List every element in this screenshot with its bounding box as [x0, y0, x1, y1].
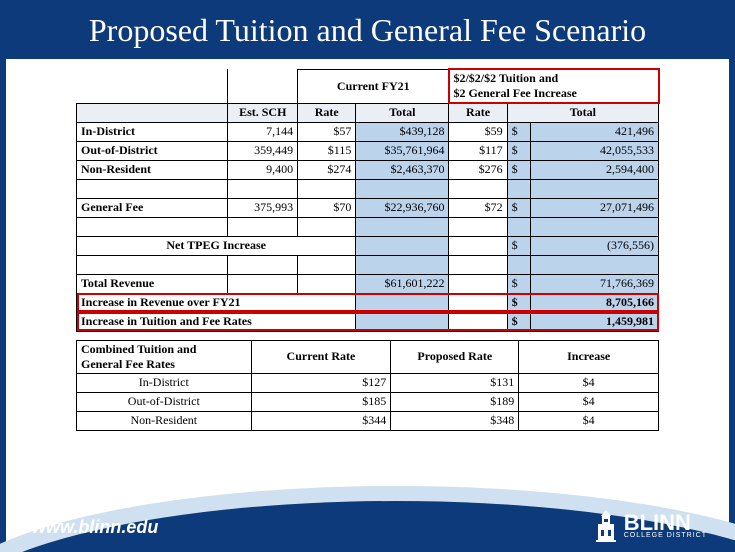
row-label: Out-of-District [77, 141, 228, 160]
net-tpeg-row: Net TPEG Increase $ (376,556) [77, 236, 659, 255]
brand-main: BLINN [624, 513, 707, 533]
slide: Proposed Tuition and General Fee Scenari… [0, 0, 735, 552]
combined-label-l1: Combined Tuition and [81, 342, 247, 357]
table-row: In-District $127 $131 $4 [77, 373, 659, 392]
cell: $59 [449, 122, 507, 141]
increase-rates-row: Increase in Tuition and Fee Rates $ 1,45… [77, 312, 659, 331]
cell: $ [507, 312, 530, 331]
row-label: Total Revenue [77, 274, 228, 293]
tower-icon [594, 510, 618, 542]
row-label: Out-of-District [77, 392, 252, 411]
cell: $348 [391, 411, 519, 430]
row-label: In-District [77, 122, 228, 141]
cell: $4 [519, 411, 659, 430]
cell: $ [507, 293, 530, 312]
cell: $57 [298, 122, 356, 141]
column-header-row: Est. SCH Rate Total Rate Total [77, 103, 659, 122]
col-proposed-rate: Proposed Rate [391, 340, 519, 373]
cell: 2,594,400 [530, 160, 658, 179]
row-label: Non-Resident [77, 411, 252, 430]
cell: 421,496 [530, 122, 658, 141]
spacer-row [77, 217, 659, 236]
footer-curve-dark [0, 501, 735, 552]
cell: 9,400 [228, 160, 298, 179]
content-area: Current FY21 $2/$2/$2 Tuition and $2 Gen… [6, 59, 729, 431]
row-label: Non-Resident [77, 160, 228, 179]
spacer-row [77, 179, 659, 198]
footer-logo: BLINN COLLEGE DISTRICT [594, 510, 707, 542]
cell: 42,055,533 [530, 141, 658, 160]
cell: $ [507, 198, 530, 217]
general-fee-row: General Fee 375,993 $70 $22,936,760 $72 … [77, 198, 659, 217]
footer: www.blinn.edu BLINN COLLEGE DISTRICT [6, 490, 729, 546]
combined-label-l2: General Fee Rates [81, 357, 247, 372]
cell: 7,144 [228, 122, 298, 141]
slide-title: Proposed Tuition and General Fee Scenari… [16, 12, 719, 49]
col-total: Total [356, 103, 449, 122]
cell: $72 [449, 198, 507, 217]
cell: $ [507, 122, 530, 141]
cell: $22,936,760 [356, 198, 449, 217]
combined-rates-table: Combined Tuition and General Fee Rates C… [76, 340, 659, 431]
cell: 375,993 [228, 198, 298, 217]
col-est-sch: Est. SCH [228, 103, 298, 122]
cell: $274 [298, 160, 356, 179]
cell: 71,766,369 [530, 274, 658, 293]
cell: 1,459,981 [530, 312, 658, 331]
table-row: Non-Resident $344 $348 $4 [77, 411, 659, 430]
cell: $ [507, 141, 530, 160]
cell: $4 [519, 392, 659, 411]
table-row: Non-Resident 9,400 $274 $2,463,370 $276 … [77, 160, 659, 179]
total-revenue-row: Total Revenue $61,601,222 $ 71,766,369 [77, 274, 659, 293]
footer-url: www.blinn.edu [32, 517, 158, 538]
cell: $4 [519, 373, 659, 392]
table-row: In-District 7,144 $57 $439,128 $59 $ 421… [77, 122, 659, 141]
table-row: Out-of-District 359,449 $115 $35,761,964… [77, 141, 659, 160]
brand-sub: COLLEGE DISTRICT [624, 532, 707, 539]
row-label: Increase in Revenue over FY21 [77, 293, 356, 312]
cell: $117 [449, 141, 507, 160]
cell: $344 [251, 411, 391, 430]
increase-revenue-row: Increase in Revenue over FY21 $ 8,705,16… [77, 293, 659, 312]
cell: $131 [391, 373, 519, 392]
cell: $70 [298, 198, 356, 217]
cell: $189 [391, 392, 519, 411]
cell: 359,449 [228, 141, 298, 160]
col-rate: Rate [298, 103, 356, 122]
col-rate2: Rate [449, 103, 507, 122]
cell: $276 [449, 160, 507, 179]
row-label: In-District [77, 373, 252, 392]
cell: $2,463,370 [356, 160, 449, 179]
cell: $35,761,964 [356, 141, 449, 160]
cell: (376,556) [530, 236, 658, 255]
col-increase: Increase [519, 340, 659, 373]
footer-curve-light [0, 486, 735, 552]
row-label: Net TPEG Increase [77, 236, 356, 255]
row-label: General Fee [77, 198, 228, 217]
scenario-line2: $2 General Fee Increase [453, 86, 654, 101]
scenario-line1: $2/$2/$2 Tuition and [453, 71, 654, 86]
cell: $ [507, 160, 530, 179]
combined-label: Combined Tuition and General Fee Rates [77, 340, 252, 373]
cell: $ [507, 236, 530, 255]
cell: $61,601,222 [356, 274, 449, 293]
row-label: Increase in Tuition and Fee Rates [77, 312, 356, 331]
col-total2: Total [507, 103, 658, 122]
cell: $439,128 [356, 122, 449, 141]
group-header-row: Current FY21 $2/$2/$2 Tuition and $2 Gen… [77, 69, 659, 103]
tuition-table: Current FY21 $2/$2/$2 Tuition and $2 Gen… [76, 69, 659, 332]
cell: 8,705,166 [530, 293, 658, 312]
cell: $ [507, 274, 530, 293]
title-band: Proposed Tuition and General Fee Scenari… [6, 6, 729, 59]
cell: $127 [251, 373, 391, 392]
cell: 27,071,496 [530, 198, 658, 217]
col-current-rate: Current Rate [251, 340, 391, 373]
cell: $185 [251, 392, 391, 411]
spacer-row [77, 255, 659, 274]
cell: $115 [298, 141, 356, 160]
scenario-group-header: $2/$2/$2 Tuition and $2 General Fee Incr… [449, 69, 659, 103]
table-row: Out-of-District $185 $189 $4 [77, 392, 659, 411]
table2-header-row: Combined Tuition and General Fee Rates C… [77, 340, 659, 373]
current-group-header: Current FY21 [298, 69, 449, 103]
